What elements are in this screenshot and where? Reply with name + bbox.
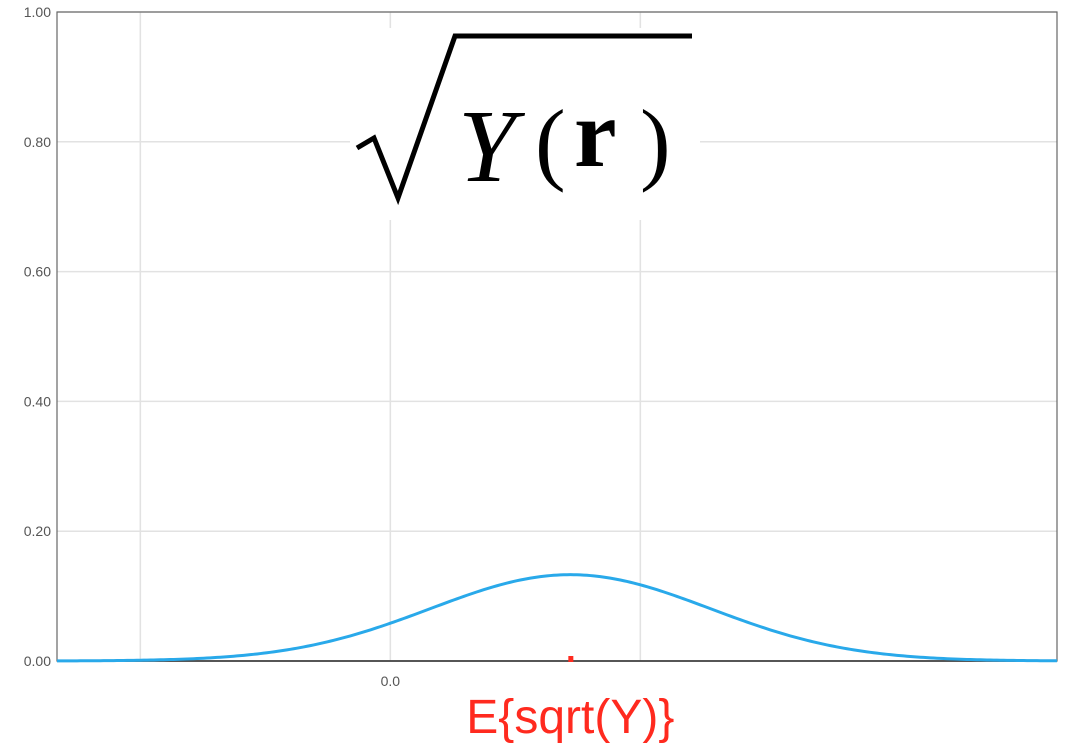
radical-sign [355, 33, 692, 206]
y-tick-label: 0.80 [24, 134, 51, 150]
formula-variable: Y [458, 89, 526, 204]
expected-value-label: E{sqrt(Y)} [466, 691, 674, 744]
annotation: E{sqrt(Y)} [466, 656, 674, 744]
expected-value-marker [568, 656, 574, 662]
y-tick-label: 0.20 [24, 523, 51, 539]
x-tick-label: 0.0 [381, 673, 401, 689]
y-tick-label: 1.00 [24, 4, 51, 20]
tick-labels: 0.00 0.20 0.40 0.60 0.80 1.00 0.0 [24, 4, 401, 689]
formula-background [350, 28, 700, 220]
y-tick-label: 0.00 [24, 653, 51, 669]
formula-close-paren: ) [640, 91, 671, 193]
y-tick-label: 0.60 [24, 264, 51, 280]
formula-image: Y ( r ) [350, 28, 700, 220]
series-layer [56, 573, 1058, 663]
y-tick-label: 0.40 [24, 393, 51, 409]
formula-argument: r [574, 80, 617, 187]
series-line [56, 573, 1058, 663]
axes [56, 11, 1058, 662]
formula-open-paren: ( [535, 91, 566, 193]
